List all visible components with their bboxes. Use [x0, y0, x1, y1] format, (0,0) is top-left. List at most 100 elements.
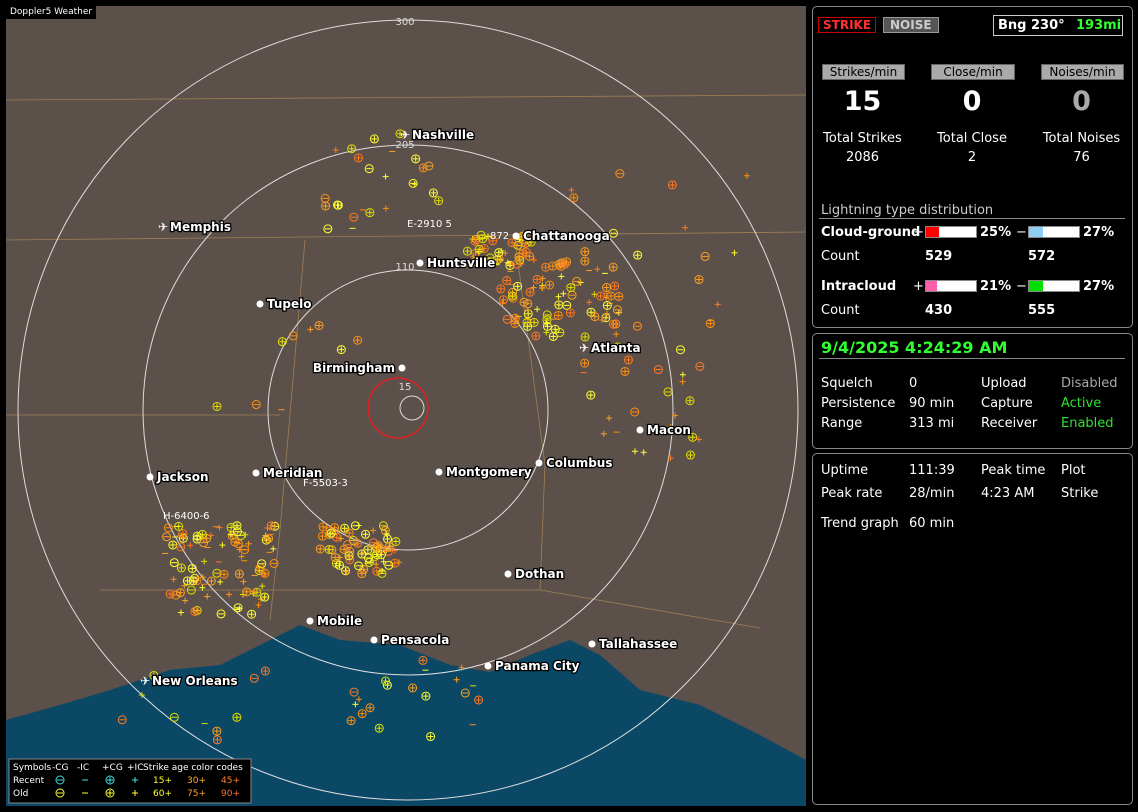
strike-symbol: [376, 550, 386, 560]
strike-symbol: [632, 321, 642, 331]
strike-symbol: [176, 563, 186, 573]
strike-circle: [694, 275, 704, 285]
strike-symbol: [383, 534, 393, 544]
strike-circle: [357, 549, 367, 559]
strike-circle: [175, 588, 185, 598]
strike-circle: [365, 208, 375, 218]
dist-title: Lightning type distribution: [821, 203, 994, 218]
strike-symbol: [606, 291, 616, 301]
strike-symbol: [667, 455, 674, 462]
total-value: 2: [967, 150, 977, 165]
strike-symbol: [236, 605, 243, 612]
strike-circle: [216, 609, 226, 619]
strike-symbol: [344, 528, 354, 538]
strike-symbol: [361, 529, 371, 539]
strike-symbol: [685, 396, 695, 406]
strike-circle: [391, 536, 401, 546]
strike-circle: [505, 260, 515, 270]
strike-circle: [315, 544, 325, 554]
legend-symbol: [55, 775, 65, 785]
city-dot: [636, 426, 644, 434]
strike-circle: [434, 196, 444, 206]
strike-symbol: [314, 320, 324, 330]
strike-symbol: [382, 173, 389, 180]
strike-symbol: [522, 317, 532, 327]
strike-circle: [705, 319, 715, 329]
plus-sign: +: [913, 225, 924, 240]
strike-symbol: [245, 540, 252, 547]
strike-circle: [602, 300, 612, 310]
strike-symbol: [682, 224, 689, 231]
map-title: Doppler5 Weather: [6, 6, 97, 19]
strike-symbol: [519, 297, 529, 307]
strike-circle: [474, 244, 484, 254]
strike-circle: [606, 291, 616, 301]
strike-symbol: [240, 578, 247, 585]
strike-symbol: [162, 532, 172, 542]
strike-circle: [255, 563, 265, 573]
status-field: 90 min: [909, 396, 955, 411]
strike-circle: [700, 251, 710, 261]
strike-circle: [632, 321, 642, 331]
strike-circle: [364, 164, 374, 174]
strike-symbol: [411, 154, 421, 164]
strike-symbol: [608, 228, 618, 238]
strike-symbol: [352, 701, 359, 708]
strike-symbol: [470, 236, 480, 246]
strike-symbol: [608, 262, 618, 272]
total-label: Total Noises: [1042, 131, 1121, 146]
strike-circle: [478, 234, 488, 244]
strike-symbol: [474, 695, 484, 705]
strike-circle: [260, 592, 270, 602]
status-field: Enabled: [1061, 416, 1114, 431]
city-dot: [535, 459, 543, 467]
strike-symbol: [277, 337, 287, 347]
strike-symbol: [434, 196, 444, 206]
strike-symbol: [590, 312, 600, 322]
strike-circle: [485, 253, 495, 263]
strike-symbol: [705, 319, 715, 329]
strike-circle: [531, 331, 541, 341]
strike-symbol: [341, 566, 351, 576]
strike-circle: [562, 300, 572, 310]
airport-icon: ✈: [400, 128, 410, 142]
legend-text: +IC: [127, 763, 143, 773]
strike-circle: [615, 169, 625, 179]
noise-button[interactable]: NOISE: [883, 17, 939, 33]
strike-symbol: [165, 589, 175, 599]
ring-label: 205: [395, 140, 414, 151]
strike-symbol: [513, 281, 523, 291]
strike-symbol: [327, 531, 334, 538]
strike-symbol: [555, 293, 562, 300]
ring-label: 300: [395, 17, 414, 28]
strike-symbol: [349, 212, 359, 222]
strike-symbol: [470, 253, 477, 260]
strike-symbol: [688, 432, 698, 442]
strike-symbol: [568, 186, 575, 193]
trend-value: 60 min: [909, 516, 955, 531]
strike-symbol: [219, 569, 229, 579]
trend-label: Trend graph: [821, 516, 899, 531]
strike-circle: [260, 666, 270, 676]
strike-symbol: [553, 310, 563, 320]
strike-symbol: [384, 560, 394, 570]
strike-symbol: [396, 559, 403, 566]
strike-symbol: [204, 593, 211, 600]
strike-symbol: [488, 236, 498, 246]
legend-text: Strike age color codes: [143, 763, 243, 773]
strike-circle: [623, 355, 633, 365]
rate-label: Close/min: [931, 64, 1015, 80]
strike-symbol: [333, 200, 343, 210]
rate-value: 0: [1072, 86, 1091, 117]
strike-circle: [496, 284, 506, 294]
strike-symbol: [484, 258, 494, 268]
pct-label: 25%: [980, 225, 1012, 240]
strike-circle: [324, 544, 334, 554]
strike-symbol: [566, 283, 576, 293]
rate-label: Strikes/min: [822, 64, 905, 80]
strike-button[interactable]: STRIKE: [818, 17, 877, 33]
pct-bar-track: [925, 226, 977, 238]
minus-sign: −: [1016, 225, 1027, 240]
strike-circle: [339, 544, 349, 554]
